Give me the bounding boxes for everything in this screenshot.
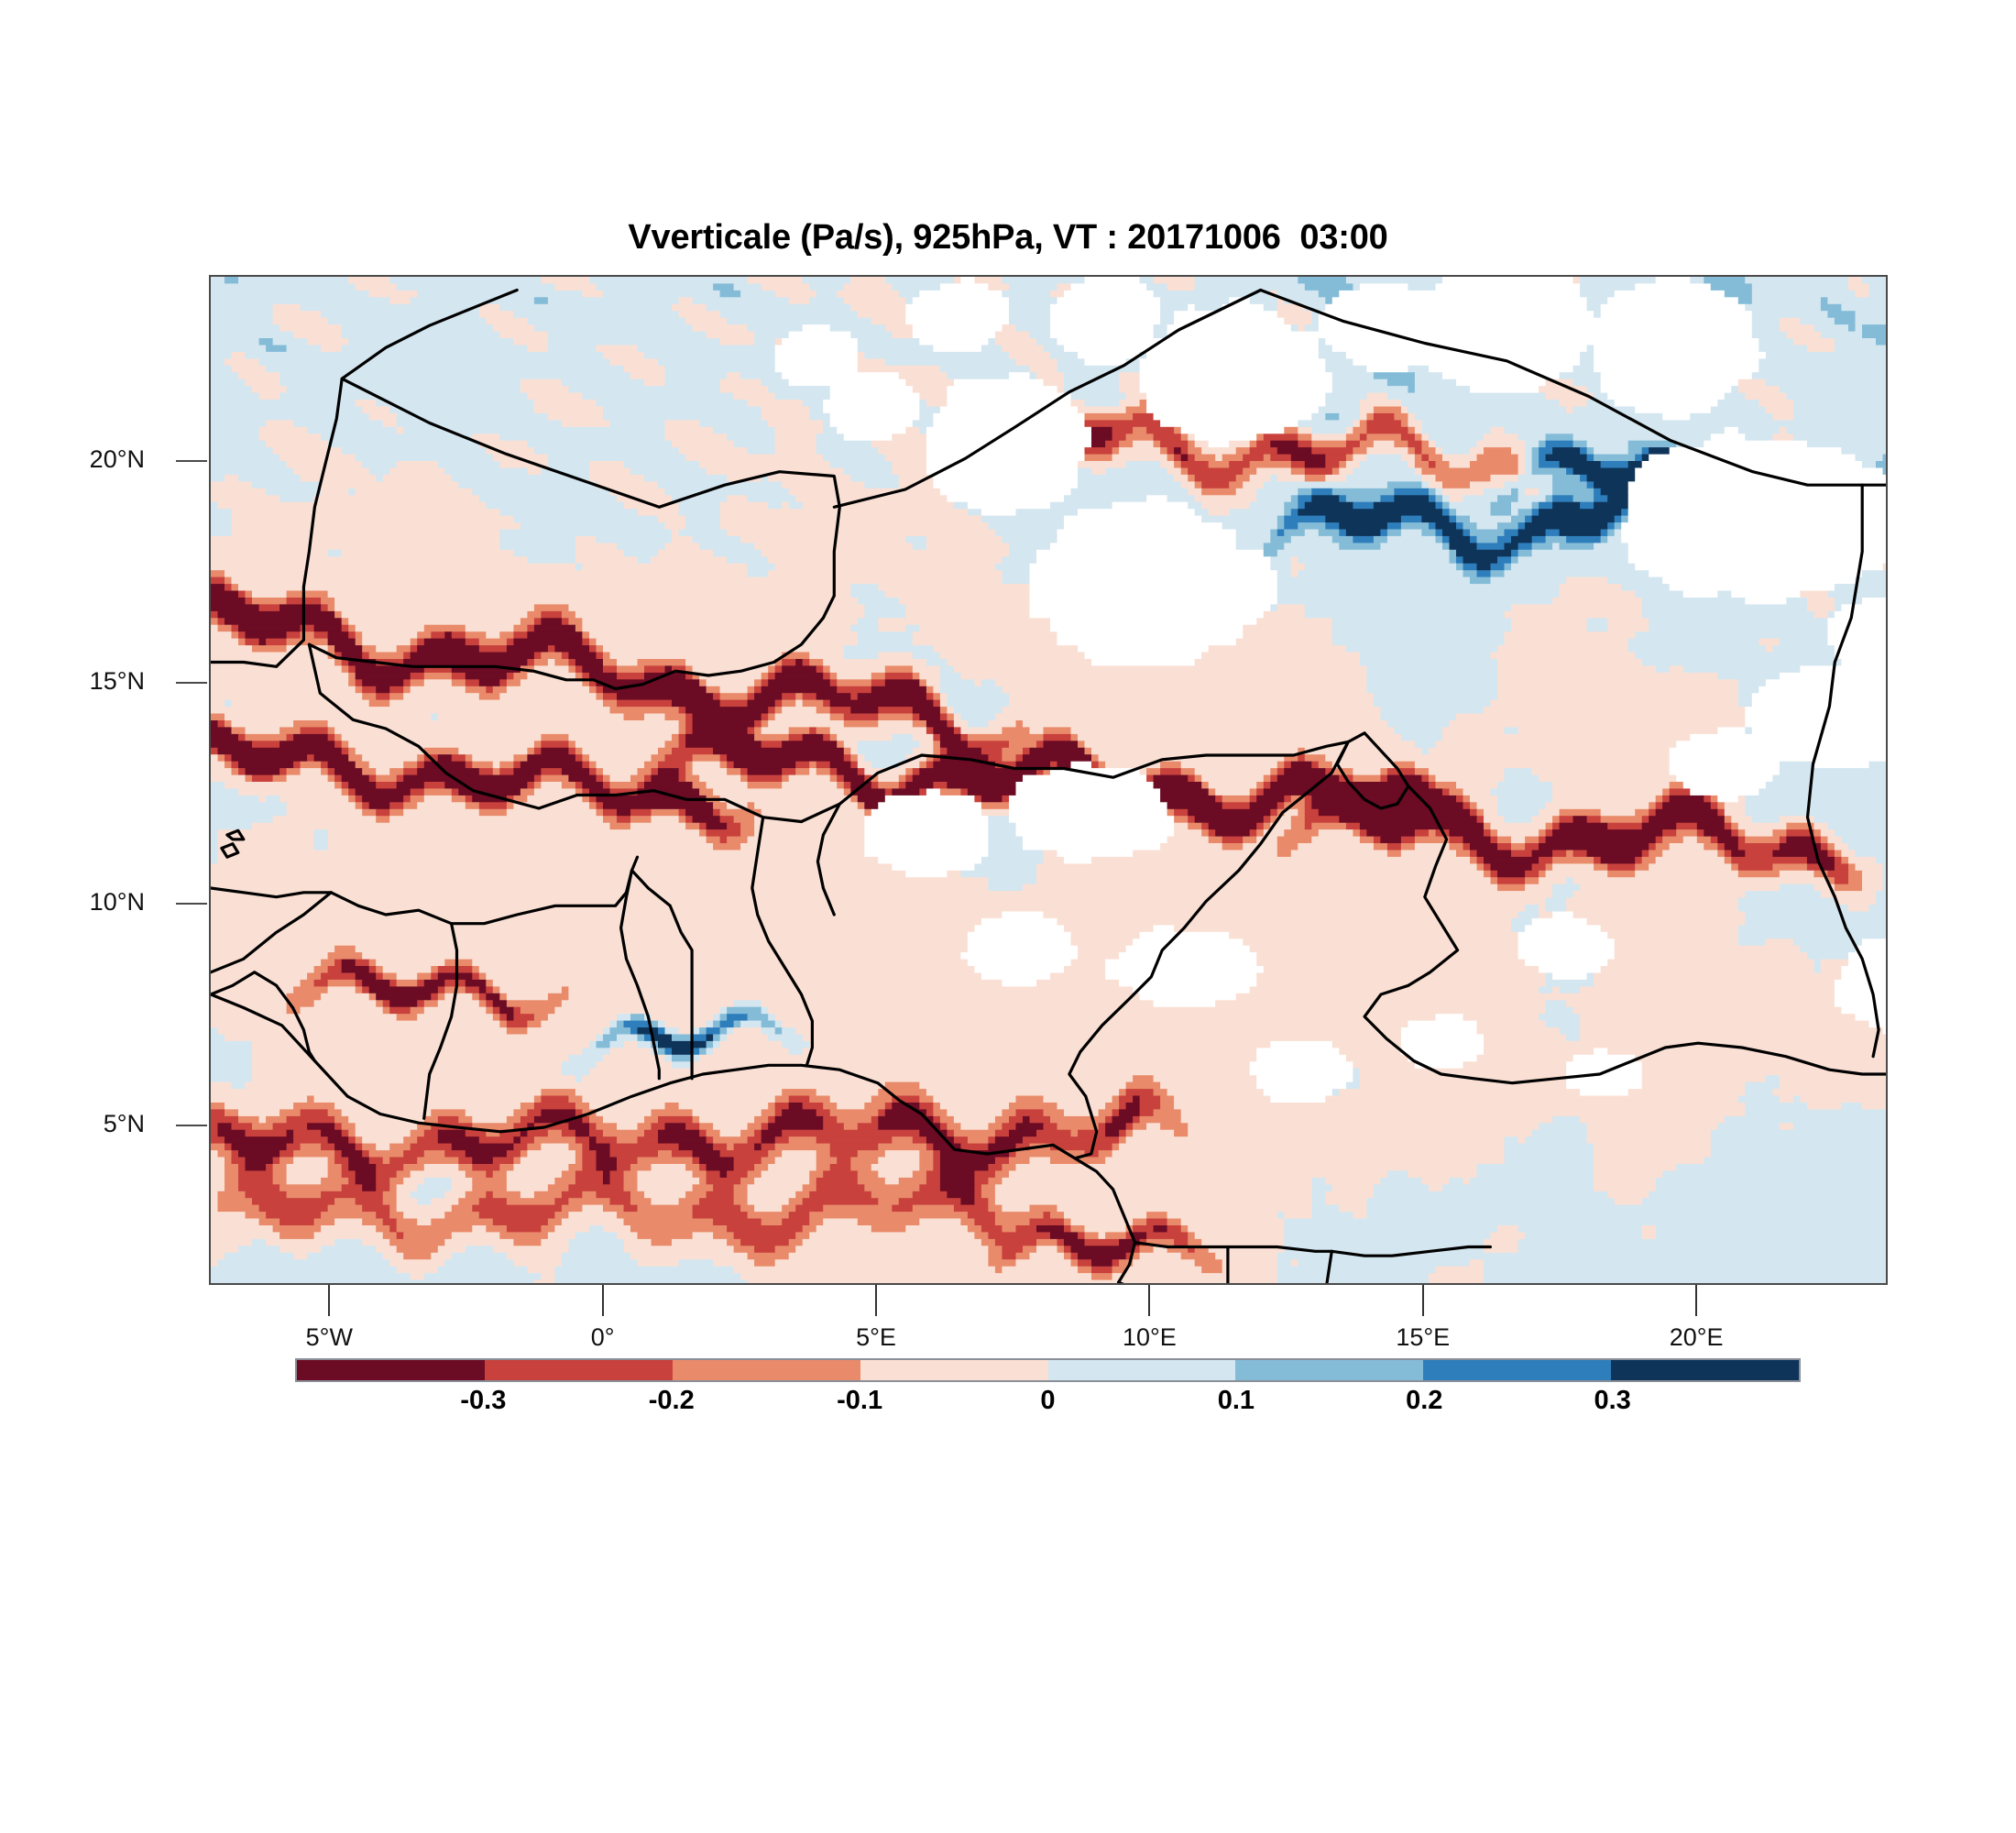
colorbar-tick-5: 0.2 xyxy=(1406,1386,1443,1415)
colorbar-segment-0 xyxy=(297,1360,485,1380)
map-plot-area[interactable] xyxy=(209,275,1888,1285)
x-tick-mark-4 xyxy=(1421,1285,1424,1316)
colorbar-segment-6 xyxy=(1423,1360,1612,1380)
colorbar[interactable]: -0.3 -0.2 -0.1 0 0.1 0.2 0.3 xyxy=(295,1358,1801,1415)
y-tick-0: 20°N xyxy=(89,445,145,473)
colorbar-tick-4: 0.1 xyxy=(1217,1386,1255,1415)
y-tick-mark-1 xyxy=(176,681,207,684)
x-tick-mark-1 xyxy=(601,1285,604,1316)
y-tick-3: 5°N xyxy=(103,1110,145,1137)
colorbar-tick-0: -0.3 xyxy=(460,1386,507,1415)
y-tick-mark-0 xyxy=(176,460,207,462)
x-tick-2: 5°E xyxy=(856,1323,896,1351)
colorbar-tick-2: -0.1 xyxy=(837,1386,883,1415)
colorbar-segment-1 xyxy=(484,1360,673,1380)
y-tick-mark-2 xyxy=(176,903,207,906)
x-tick-3: 10°E xyxy=(1122,1323,1177,1351)
chart-title: Vverticale (Pa/s), 925hPa, VT : 20171006… xyxy=(628,218,1388,257)
x-tick-mark-0 xyxy=(328,1285,331,1316)
y-tick-2: 10°N xyxy=(89,888,145,916)
x-tick-0: 5°W xyxy=(305,1323,353,1351)
colorbar-segment-4 xyxy=(1047,1360,1236,1380)
x-tick-1: 0° xyxy=(590,1323,615,1351)
colorbar-tick-3: 0 xyxy=(1040,1386,1056,1415)
colorbar-segment-3 xyxy=(860,1360,1048,1380)
colorbar-gradient xyxy=(295,1358,1801,1382)
x-tick-mark-3 xyxy=(1148,1285,1151,1316)
y-tick-mark-3 xyxy=(176,1125,207,1126)
colorbar-segment-7 xyxy=(1611,1360,1799,1380)
colorbar-tick-1: -0.2 xyxy=(648,1386,695,1415)
x-tick-mark-2 xyxy=(875,1285,878,1316)
colorbar-segment-2 xyxy=(672,1360,860,1380)
colorbar-tick-6: 0.3 xyxy=(1594,1386,1631,1415)
x-tick-5: 20°E xyxy=(1669,1323,1724,1351)
contour-field xyxy=(211,277,1886,1283)
colorbar-segment-5 xyxy=(1235,1360,1424,1380)
x-tick-mark-5 xyxy=(1695,1285,1698,1316)
x-tick-4: 15°E xyxy=(1396,1323,1451,1351)
y-tick-1: 15°N xyxy=(89,666,145,695)
